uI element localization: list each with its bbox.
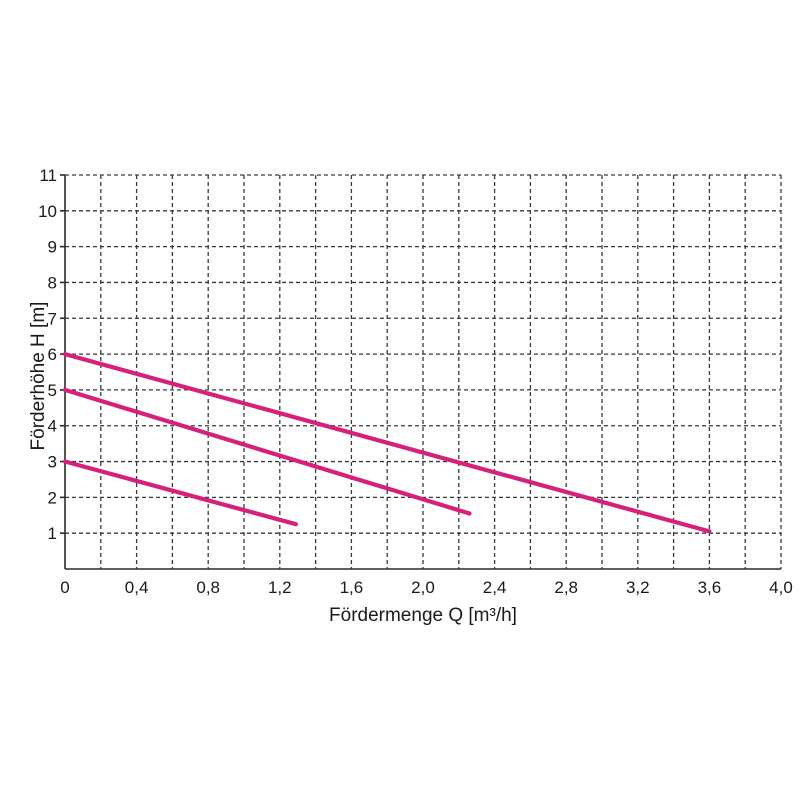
y-tick-label: 11 [39,166,57,185]
y-tick-label: 10 [38,202,57,221]
series-layer [62,352,712,534]
grid-layer [65,174,782,569]
series-line-2 [62,387,472,516]
y-tick-label: 4 [48,417,57,436]
tick-layer: 0 0,4 0,8 1,2 1,6 2,0 2,4 2,8 3,2 3,6 4,0 1 2 3 4 5 6 7 8 9… [38,166,793,597]
series-line-1 [62,352,712,534]
x-tick-label: 0 [60,578,69,597]
x-axis-title: Fördermenge Q [m³/h] [329,605,517,626]
x-tick-label: 0,4 [125,578,149,597]
x-tick-label: 2,0 [411,578,435,597]
axis-layer [60,174,781,570]
x-tick-label: 3,6 [698,578,722,597]
x-tick-label: 2,8 [554,578,578,597]
y-tick-label: 1 [48,524,57,543]
x-tick-label: 1,2 [268,578,292,597]
series-line-3 [62,459,298,527]
x-tick-label: 1,6 [340,578,364,597]
y-axis-title: Förderhöhe H [m] [28,302,49,451]
y-tick-label: 7 [48,309,57,328]
x-tick-label: 3,2 [626,578,650,597]
x-tick-label: 4,0 [769,578,793,597]
y-tick-label: 2 [48,488,57,507]
y-tick-label: 8 [48,273,57,292]
y-tick-label: 6 [48,345,57,364]
x-tick-label: 2,4 [483,578,507,597]
y-tick-label: 5 [48,381,57,400]
y-tick-label: 3 [48,453,57,472]
x-tick-label: 0,8 [196,578,220,597]
y-tick-label: 9 [48,238,57,257]
